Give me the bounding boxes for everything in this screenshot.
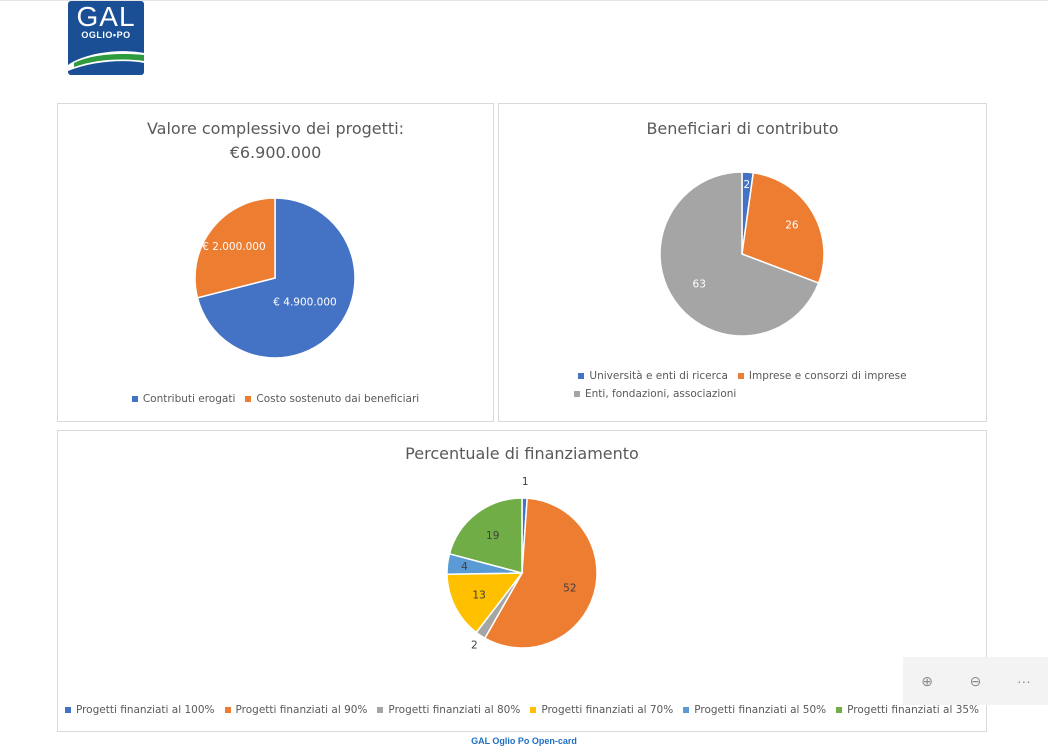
legend-label: Enti, fondazioni, associazioni	[585, 388, 737, 400]
legend-item: Imprese e consorzi di imprese	[737, 370, 907, 382]
chart-title: Beneficiari di contributo	[646, 119, 839, 138]
legend-label: Contributi erogati	[142, 393, 236, 405]
legend-item: Università e enti di ricerca	[578, 370, 728, 382]
legend-swatch	[377, 707, 384, 713]
data-label-5: 4	[461, 561, 468, 573]
legend-swatch	[578, 373, 585, 379]
legend-swatch	[836, 707, 843, 713]
footer-link[interactable]: GAL Oglio Po Open-card	[471, 736, 577, 746]
chart-legend: Università e enti di ricerca Imprese e co…	[499, 370, 986, 400]
legend-item: Progetti finanziati al 80%	[377, 704, 520, 716]
zoom-toolbar: ⊕ ⊖ ···	[903, 657, 1048, 705]
legend-item: Contributi erogati	[131, 393, 236, 405]
data-label-4: 13	[472, 590, 485, 602]
data-label-6: 19	[486, 530, 499, 542]
data-label-1: € 4.900.000	[273, 296, 336, 308]
pie-chart-valore: € 4.900.000 € 2.000.000	[194, 197, 356, 359]
legend-item: Enti, fondazioni, associazioni	[574, 388, 736, 400]
top-divider	[0, 0, 1048, 1]
legend-item: Progetti finanziati al 50%	[683, 704, 826, 716]
data-label-1: 1	[522, 476, 529, 488]
chart-panel-percentuale: Percentuale di finanziamento 1 52 2 13 4 19 P…	[57, 430, 987, 732]
chart-title: Percentuale di finanziamento	[405, 444, 639, 463]
legend-swatch	[245, 396, 252, 402]
pie-chart-beneficiari: 2 26 63	[659, 171, 825, 337]
pie-slice-2	[741, 171, 825, 285]
chart-legend: Contributi erogati Costo sostenuto dai be…	[58, 393, 493, 405]
legend-item: Progetti finanziati al 100%	[64, 704, 215, 716]
legend-item: Progetti finanziati al 70%	[530, 704, 673, 716]
legend-label: Progetti finanziati al 50%	[694, 704, 827, 716]
legend-label: Progetti finanziati al 70%	[541, 704, 674, 716]
legend-swatch	[131, 396, 138, 402]
zoom-out-icon[interactable]: ⊖	[969, 672, 982, 689]
legend-item: Costo sostenuto dai beneficiari	[245, 393, 419, 405]
pie-slice-1	[196, 197, 356, 359]
legend-swatch	[224, 707, 231, 713]
legend-swatch	[530, 707, 537, 713]
data-label-2: 26	[785, 219, 799, 231]
pie-chart-percentuale: 1 52 2 13 4 19	[446, 476, 598, 652]
legend-swatch	[683, 707, 690, 713]
legend-label: Progetti finanziati al 35%	[847, 704, 980, 716]
legend-label: Progetti finanziati al 80%	[388, 704, 521, 716]
legend-swatch	[574, 391, 580, 397]
data-label-2: € 2.000.000	[202, 241, 265, 253]
logo-swoosh	[68, 51, 144, 71]
more-icon[interactable]: ···	[1016, 673, 1031, 689]
pie-slice-3	[659, 171, 820, 337]
data-label-2: 52	[563, 582, 576, 594]
legend-item: Progetti finanziati al 35%	[836, 704, 979, 716]
chart-panel-beneficiari: Beneficiari di contributo 2 26 63 Universi…	[498, 103, 987, 422]
data-label-3: 2	[471, 640, 478, 652]
legend-label: Costo sostenuto dai beneficiari	[256, 393, 420, 405]
chart-subtitle: €6.900.000	[229, 143, 322, 162]
legend-label: Università e enti di ricerca	[589, 370, 728, 382]
chart-title: Valore complessivo dei progetti:	[146, 119, 405, 138]
chart-panel-valore: Valore complessivo dei progetti: €6.900.…	[57, 103, 494, 422]
pie-slice-4	[446, 572, 524, 634]
legend-item: Progetti finanziati al 90%	[224, 704, 368, 716]
pie-slice-2	[483, 497, 598, 649]
logo-sub-text: OGLIO•PO	[81, 30, 131, 40]
legend-label: Progetti finanziati al 90%	[235, 704, 368, 716]
legend-swatch	[64, 707, 71, 713]
chart-legend: Progetti finanziati al 100% Progetti fina…	[58, 704, 986, 716]
pie-slice-6	[448, 497, 523, 574]
pie-slice-2	[194, 197, 276, 299]
data-label-1: 2	[743, 179, 750, 191]
legend-swatch	[737, 373, 744, 379]
zoom-in-icon[interactable]: ⊕	[921, 672, 934, 689]
legend-label: Progetti finanziati al 100%	[75, 704, 215, 716]
legend-label: Imprese e consorzi di imprese	[748, 370, 907, 382]
logo-main-text: GAL	[76, 1, 136, 32]
data-label-3: 63	[693, 279, 706, 291]
gal-oglio-po-logo[interactable]: GAL OGLIO•PO	[68, 1, 144, 75]
